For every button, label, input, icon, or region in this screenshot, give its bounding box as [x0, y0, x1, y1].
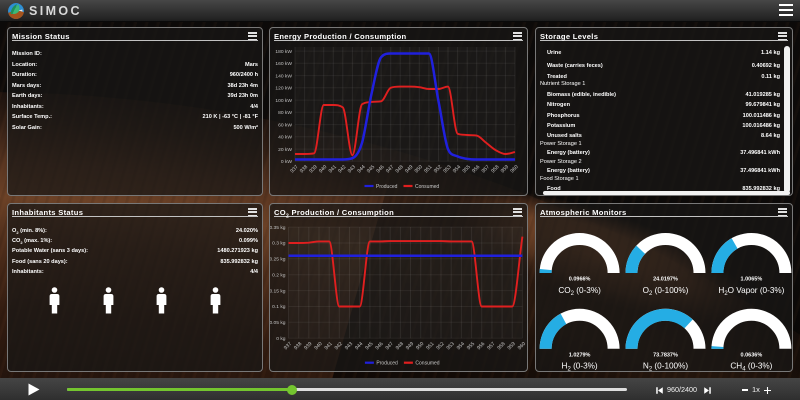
svg-text:N2 (0-100%): N2 (0-100%): [643, 362, 688, 371]
svg-text:0.0966%: 0.0966%: [569, 277, 591, 283]
svg-text:942: 942: [337, 164, 347, 174]
svg-text:953: 953: [446, 341, 456, 351]
svg-text:CH4 (0-3%): CH4 (0-3%): [730, 362, 772, 371]
svg-text:944: 944: [354, 341, 364, 351]
svg-text:Produced: Produced: [376, 361, 398, 367]
svg-text:958: 958: [490, 164, 500, 174]
svg-text:952: 952: [433, 164, 443, 174]
svg-text:954: 954: [456, 341, 466, 351]
svg-text:937: 937: [289, 164, 299, 174]
svg-text:946: 946: [375, 164, 385, 174]
svg-text:73.7837%: 73.7837%: [653, 352, 678, 358]
svg-text:940: 940: [318, 164, 328, 174]
svg-text:938: 938: [299, 164, 309, 174]
svg-text:80 kW: 80 kW: [278, 110, 292, 116]
svg-text:943: 943: [347, 164, 357, 174]
svg-text:Consumed: Consumed: [415, 184, 439, 190]
svg-text:945: 945: [364, 341, 374, 351]
svg-text:O2 (0-100%): O2 (0-100%): [643, 286, 689, 297]
svg-text:957: 957: [481, 164, 491, 174]
svg-text:951: 951: [423, 164, 433, 174]
svg-text:Produced: Produced: [376, 184, 398, 190]
svg-text:959: 959: [507, 341, 517, 351]
svg-text:951: 951: [425, 341, 435, 351]
svg-text:959: 959: [500, 164, 510, 174]
svg-text:40 kW: 40 kW: [278, 135, 292, 141]
svg-text:60 kW: 60 kW: [278, 122, 292, 128]
svg-text:960: 960: [509, 164, 519, 174]
svg-text:938: 938: [293, 341, 303, 351]
svg-text:958: 958: [496, 341, 506, 351]
svg-text:1.0279%: 1.0279%: [569, 352, 591, 358]
svg-text:950: 950: [415, 341, 425, 351]
svg-text:0 kW: 0 kW: [281, 159, 293, 165]
svg-text:944: 944: [356, 164, 366, 174]
svg-text:941: 941: [324, 341, 334, 351]
svg-text:939: 939: [303, 341, 313, 351]
svg-text:956: 956: [471, 164, 481, 174]
svg-text:937: 937: [283, 341, 293, 351]
svg-text:953: 953: [442, 164, 452, 174]
svg-text:939: 939: [308, 164, 318, 174]
svg-text:943: 943: [344, 341, 354, 351]
svg-text:100 kW: 100 kW: [275, 98, 292, 104]
svg-text:940: 940: [313, 341, 323, 351]
svg-text:0.1 kg: 0.1 kg: [272, 304, 286, 310]
svg-text:0.35 kg: 0.35 kg: [270, 225, 286, 231]
svg-text:180 kW: 180 kW: [275, 49, 292, 55]
svg-text:0.25 kg: 0.25 kg: [270, 257, 286, 263]
svg-text:949: 949: [404, 164, 414, 174]
svg-text:24.0197%: 24.0197%: [653, 277, 678, 283]
svg-text:1.0065%: 1.0065%: [741, 277, 763, 283]
svg-text:950: 950: [414, 164, 424, 174]
svg-text:960: 960: [517, 341, 527, 351]
svg-text:952: 952: [435, 341, 445, 351]
svg-text:949: 949: [405, 341, 415, 351]
svg-text:955: 955: [462, 164, 472, 174]
svg-text:160 kW: 160 kW: [275, 61, 292, 67]
svg-text:20 kW: 20 kW: [278, 147, 292, 153]
svg-text:954: 954: [452, 164, 462, 174]
svg-text:Consumed: Consumed: [415, 361, 439, 367]
svg-text:942: 942: [334, 341, 344, 351]
svg-text:0.0636%: 0.0636%: [741, 352, 763, 358]
svg-text:948: 948: [395, 341, 405, 351]
svg-text:120 kW: 120 kW: [275, 86, 292, 92]
svg-text:946: 946: [374, 341, 384, 351]
svg-text:941: 941: [328, 164, 338, 174]
svg-text:947: 947: [385, 164, 395, 174]
svg-text:956: 956: [476, 341, 486, 351]
svg-text:955: 955: [466, 341, 476, 351]
svg-text:CO2 (0-3%): CO2 (0-3%): [558, 286, 601, 297]
svg-text:H2 (0-3%): H2 (0-3%): [562, 362, 598, 371]
svg-text:0.15 kg: 0.15 kg: [270, 288, 286, 294]
svg-text:948: 948: [395, 164, 405, 174]
svg-text:H2O Vapor (0-3%): H2O Vapor (0-3%): [718, 286, 784, 297]
svg-text:0.2 kg: 0.2 kg: [272, 272, 286, 278]
svg-text:947: 947: [385, 341, 395, 351]
svg-text:0 kg: 0 kg: [276, 336, 286, 342]
svg-text:0.05 kg: 0.05 kg: [270, 320, 286, 326]
svg-text:945: 945: [366, 164, 376, 174]
svg-text:0.3 kg: 0.3 kg: [272, 241, 286, 247]
svg-text:957: 957: [486, 341, 496, 351]
svg-text:140 kW: 140 kW: [275, 73, 292, 79]
